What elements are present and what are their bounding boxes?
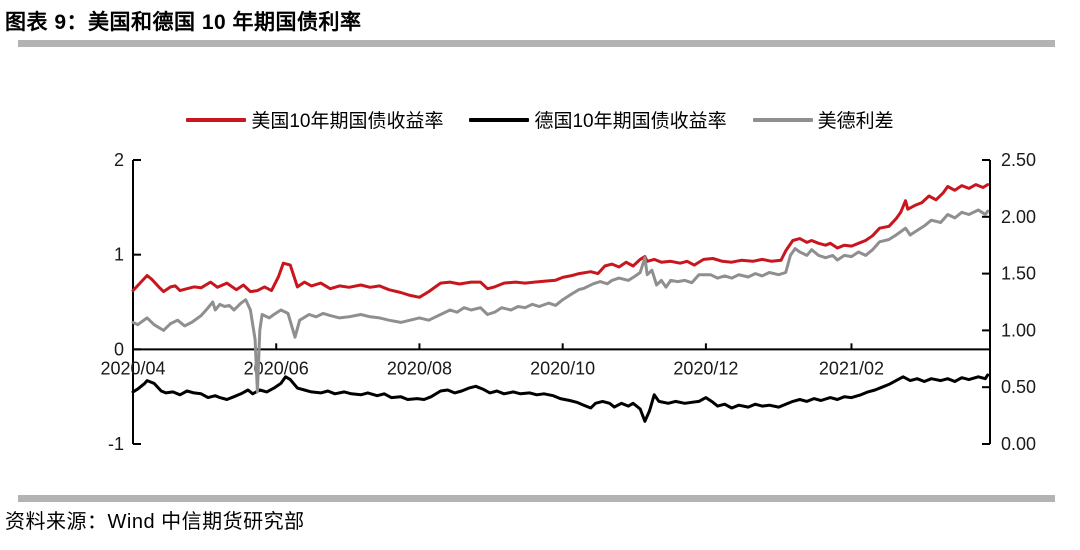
legend-label-de-10y-yield: 德国10年期国债收益率 — [534, 111, 727, 132]
right-axis-tick-label: 0.00 — [1001, 434, 1036, 454]
x-axis-tick-label: 2020/12 — [673, 358, 738, 378]
x-axis-tick-label: 2020/06 — [244, 358, 309, 378]
left-axis-tick-label: -1 — [108, 434, 124, 454]
right-axis-tick-label: 1.50 — [1001, 264, 1036, 284]
x-axis-tick-label: 2021/02 — [819, 358, 884, 378]
x-axis-tick-label: 2020/04 — [100, 358, 165, 378]
legend-swatch-us-10y-yield — [186, 117, 247, 122]
legend-label-us-de-spread: 美德利差 — [817, 111, 894, 132]
bottom-divider-bar — [18, 495, 1055, 502]
legend-label-us-10y-yield: 美国10年期国债收益率 — [251, 111, 444, 132]
x-axis-tick-label: 2020/10 — [530, 358, 595, 378]
left-axis-tick-label: 2 — [114, 150, 124, 170]
left-axis-tick-label: 1 — [114, 245, 124, 265]
left-axis-tick-label: 0 — [114, 339, 124, 359]
right-axis-tick-label: 0.50 — [1001, 377, 1036, 397]
series-line-us-10y-yield — [131, 183, 990, 299]
top-divider-bar — [18, 40, 1055, 47]
right-axis-tick-label: 2.00 — [1001, 207, 1036, 227]
series-line-de-10y-yield — [131, 373, 990, 423]
legend-swatch-us-de-spread — [752, 117, 813, 122]
legend-item-us-de-spread: 美德利差 — [752, 106, 894, 133]
chart-title: 图表 9：美国和德国 10 年期国债利率 — [5, 11, 362, 34]
right-axis-tick-label: 1.00 — [1001, 320, 1036, 340]
legend-item-de-10y-yield: 德国10年期国债收益率 — [469, 106, 727, 133]
data-source-note: 资料来源：Wind 中信期货研究部 — [5, 511, 305, 533]
right-axis-tick-label: 2.50 — [1001, 150, 1036, 170]
legend-swatch-de-10y-yield — [469, 117, 530, 122]
legend-item-us-10y-yield: 美国10年期国债收益率 — [186, 106, 443, 133]
x-axis-tick-label: 2020/08 — [387, 358, 452, 378]
series-line-us-de-spread — [131, 208, 990, 394]
chart-legend: 美国10年期国债收益率 德国10年期国债收益率 美德利差 — [0, 106, 1080, 133]
